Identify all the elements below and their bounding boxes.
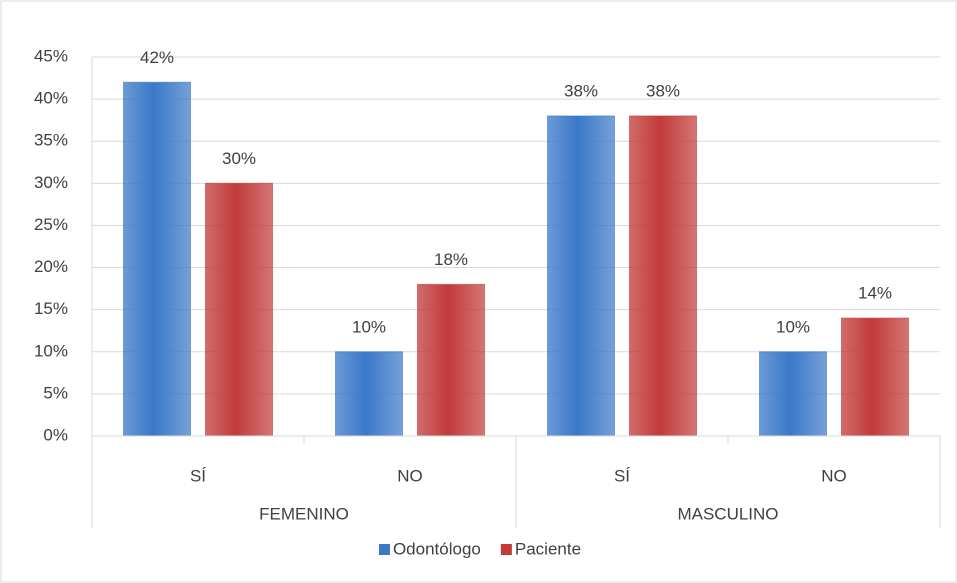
value-label: 42% — [140, 48, 174, 67]
value-label: 10% — [352, 317, 386, 336]
group-label: FEMENINO — [259, 504, 349, 523]
y-tick-label: 15% — [34, 299, 68, 318]
legend: Odontólogo Paciente — [378, 539, 581, 558]
legend-swatch — [378, 544, 390, 555]
legend-label: Odontólogo — [393, 539, 481, 558]
value-label: 30% — [222, 149, 256, 168]
y-tick-label: 35% — [34, 131, 68, 150]
bar — [123, 81, 191, 437]
value-label: 14% — [858, 284, 892, 303]
y-tick-label: 5% — [43, 383, 68, 402]
x-tick-label: SÍ — [190, 466, 206, 485]
x-tick-label: NO — [397, 466, 423, 485]
bar — [759, 351, 827, 437]
bar — [417, 283, 485, 437]
legend-label: Paciente — [515, 539, 581, 558]
bar — [841, 317, 909, 437]
value-label: 10% — [776, 317, 810, 336]
bar — [547, 115, 615, 437]
group-label: MASCULINO — [677, 504, 778, 523]
x-tick-label: SÍ — [614, 466, 630, 485]
y-tick-label: 30% — [34, 173, 68, 192]
y-tick-label: 40% — [34, 89, 68, 108]
y-tick-label: 45% — [34, 46, 68, 65]
value-label: 38% — [564, 81, 598, 100]
bar — [205, 182, 273, 437]
value-label: 18% — [434, 250, 468, 269]
y-tick-label: 25% — [34, 215, 68, 234]
y-tick-label: 0% — [43, 425, 68, 444]
y-tick-label: 20% — [34, 257, 68, 276]
bar — [629, 115, 697, 437]
x-tick-label: NO — [821, 466, 847, 485]
y-tick-label: 10% — [34, 341, 68, 360]
value-label: 38% — [646, 81, 680, 100]
bar — [335, 351, 403, 437]
legend-swatch — [500, 544, 512, 555]
